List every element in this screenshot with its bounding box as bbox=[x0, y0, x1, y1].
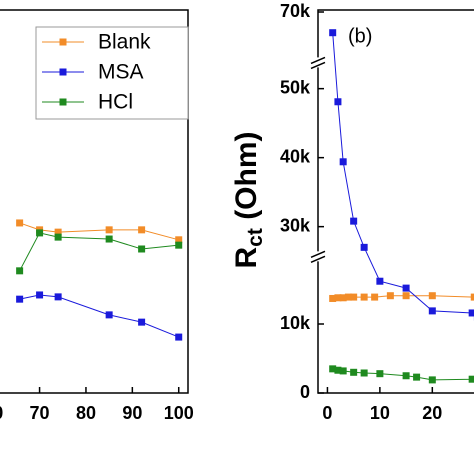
data-point bbox=[105, 226, 113, 234]
data-point bbox=[105, 311, 113, 319]
data-point bbox=[36, 291, 44, 299]
data-point bbox=[468, 309, 474, 317]
x-tick-label: 100 bbox=[164, 403, 194, 423]
y-tick-label: 0 bbox=[300, 382, 310, 402]
x-tick-label: 10 bbox=[370, 403, 390, 423]
series-line bbox=[19, 232, 179, 272]
data-point bbox=[54, 233, 62, 241]
data-point bbox=[329, 29, 337, 37]
y-axis-title-main: R bbox=[230, 247, 263, 269]
x-tick-label: 60 bbox=[0, 403, 3, 423]
data-point bbox=[402, 284, 410, 292]
data-point bbox=[376, 370, 384, 378]
data-point bbox=[16, 267, 24, 275]
data-point bbox=[334, 294, 342, 302]
x-tick-label: 70 bbox=[30, 403, 50, 423]
axis-break bbox=[310, 61, 326, 70]
data-point bbox=[54, 228, 62, 236]
data-point bbox=[36, 229, 44, 237]
y-tick-label: 30k bbox=[280, 215, 311, 235]
x-tick-label: 0 bbox=[322, 403, 332, 423]
data-point bbox=[329, 365, 337, 373]
legend-marker bbox=[59, 98, 67, 106]
series-line bbox=[19, 294, 179, 338]
x-tick-label: 90 bbox=[122, 403, 142, 423]
legend-marker bbox=[59, 68, 67, 76]
data-point bbox=[386, 292, 394, 300]
data-point bbox=[339, 158, 347, 166]
axis-break-gap bbox=[314, 251, 322, 262]
data-point bbox=[339, 294, 347, 302]
data-point bbox=[175, 236, 183, 244]
data-point bbox=[360, 243, 368, 251]
data-point bbox=[138, 318, 146, 326]
data-point bbox=[402, 292, 410, 300]
data-point bbox=[350, 217, 358, 225]
data-point bbox=[344, 293, 352, 301]
data-point bbox=[175, 241, 183, 249]
data-point bbox=[360, 293, 368, 301]
data-point bbox=[175, 333, 183, 341]
legend-label: MSA bbox=[98, 61, 144, 84]
data-point bbox=[428, 307, 436, 315]
data-point bbox=[334, 366, 342, 374]
data-point bbox=[402, 372, 410, 380]
y-tick-label: 10k bbox=[280, 313, 311, 333]
data-point bbox=[468, 375, 474, 383]
data-point bbox=[350, 293, 358, 301]
data-point bbox=[54, 293, 62, 301]
annotation: (b) bbox=[348, 25, 372, 47]
legend-label: Blank bbox=[98, 31, 151, 54]
data-point bbox=[16, 295, 24, 303]
data-point bbox=[428, 292, 436, 300]
data-point bbox=[339, 367, 347, 375]
data-point bbox=[329, 294, 337, 302]
series-line bbox=[332, 32, 474, 316]
data-point bbox=[138, 226, 146, 234]
data-point bbox=[16, 219, 24, 227]
data-point bbox=[428, 376, 436, 384]
y-tick-label: 50k bbox=[280, 77, 311, 97]
axis-break bbox=[310, 56, 326, 65]
data-point bbox=[334, 98, 342, 106]
axis-break-gap bbox=[314, 57, 322, 68]
legend-marker bbox=[59, 38, 67, 46]
axis-break bbox=[310, 255, 326, 264]
axis-break bbox=[310, 250, 326, 259]
y-axis-title: Rct (Ohm) bbox=[230, 131, 267, 268]
y-tick-label: 40k bbox=[280, 146, 311, 166]
series-line bbox=[19, 222, 179, 241]
y-axis-title-sub: ct bbox=[244, 228, 267, 247]
x-tick-label: 20 bbox=[422, 403, 442, 423]
data-point bbox=[413, 373, 421, 381]
data-point bbox=[470, 293, 474, 301]
data-point bbox=[105, 235, 113, 243]
data-point bbox=[360, 369, 368, 377]
legend-label: HCl bbox=[98, 91, 133, 114]
data-point bbox=[376, 277, 384, 285]
x-tick-label: 80 bbox=[76, 403, 96, 423]
data-point bbox=[371, 293, 379, 301]
plot-frame bbox=[0, 9, 189, 394]
data-point bbox=[138, 245, 146, 253]
plot-frame bbox=[317, 9, 474, 394]
y-axis-title-unit: (Ohm) bbox=[230, 131, 263, 228]
y-tick-label: 70k bbox=[280, 1, 311, 21]
data-point bbox=[350, 368, 358, 376]
